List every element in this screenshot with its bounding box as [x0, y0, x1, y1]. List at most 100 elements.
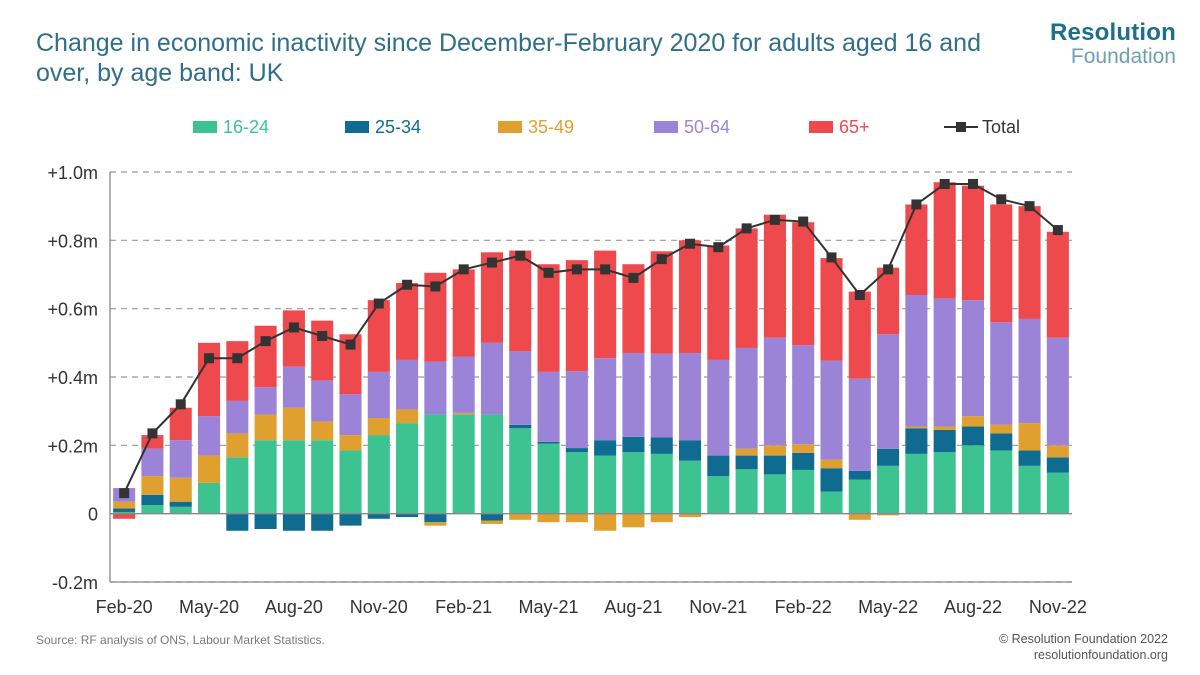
bar-segment-16-24 — [565, 452, 588, 514]
legend-item-50-64: 50-64 — [654, 113, 730, 141]
bar-segment-65plus — [226, 341, 249, 401]
total-marker — [656, 254, 667, 265]
bar-segment-35-49 — [339, 435, 362, 451]
bar-segment-65plus — [311, 320, 334, 381]
bar-segment-35-49 — [169, 477, 192, 502]
bar-segment-65plus — [396, 283, 419, 360]
total-marker — [798, 216, 809, 227]
chart-title: Change in economic inactivity since Dece… — [36, 29, 981, 87]
total-marker — [175, 399, 186, 410]
x-tick-label: Nov-20 — [350, 597, 408, 617]
bar-segment-16-24 — [113, 511, 136, 514]
bar-segment-65plus — [707, 245, 730, 360]
bar-segment-50-64 — [707, 359, 730, 456]
bar-segment-25-34 — [707, 455, 730, 477]
bar-segment-65plus — [792, 222, 815, 346]
copyright-block: © Resolution Foundation 2022 resolutionf… — [999, 631, 1168, 663]
total-marker — [147, 428, 158, 439]
bar-segment-65plus — [678, 240, 702, 354]
bar-segment-25-34 — [1018, 450, 1041, 466]
total-marker — [458, 264, 469, 275]
bar-segment-25-34 — [254, 513, 277, 530]
bar-segment-65plus — [1046, 231, 1069, 338]
bar-segment-35-49 — [1018, 423, 1041, 451]
bar-segment-16-24 — [396, 423, 419, 514]
total-marker — [486, 257, 497, 268]
bar-segment-65plus — [452, 269, 475, 357]
total-marker — [1052, 225, 1063, 236]
bar-segment-50-64 — [1046, 337, 1069, 446]
x-tick-label: Feb-21 — [435, 597, 492, 617]
bar-segment-65plus — [282, 310, 305, 367]
total-marker — [232, 353, 243, 364]
bar-segment-65plus — [961, 185, 985, 301]
total-marker — [628, 272, 639, 283]
total-marker — [826, 252, 837, 263]
bar-segment-35-49 — [990, 424, 1013, 434]
bar-segment-16-24 — [678, 460, 702, 514]
bar-segment-35-49 — [1046, 445, 1069, 458]
bar-segment-50-64 — [848, 378, 871, 471]
bar-segment-35-49 — [226, 433, 249, 458]
bar-segment-25-34 — [763, 455, 786, 475]
bar-segment-50-64 — [622, 353, 645, 437]
bar-segment-25-34 — [961, 426, 985, 446]
bar-segment-16-24 — [622, 452, 645, 514]
bar-segment-16-24 — [282, 440, 305, 514]
bar-segment-50-64 — [905, 295, 928, 427]
bar-segment-16-24 — [509, 428, 532, 514]
bar-segment-65plus — [594, 250, 617, 359]
bar-segment-35-49 — [509, 513, 532, 520]
total-marker — [571, 264, 582, 275]
legend-label-total: Total — [982, 116, 1021, 137]
legend-item-65plus: 65+ — [809, 113, 870, 141]
bar-segment-35-49 — [424, 522, 447, 526]
bar-segment-65plus — [735, 228, 758, 348]
bar-segment-25-34 — [169, 501, 192, 507]
bar-segment-50-64 — [537, 371, 560, 442]
bar-segment-50-64 — [933, 298, 956, 427]
bar-segment-25-34 — [622, 436, 645, 453]
legend-item-total: Total — [944, 113, 1020, 141]
total-marker — [911, 199, 922, 210]
legend-swatch-50-64 — [654, 121, 678, 133]
bar-segment-35-49 — [820, 459, 843, 469]
bar-segment-16-24 — [226, 457, 249, 514]
total-marker — [543, 267, 554, 278]
bar-segment-50-64 — [311, 380, 334, 422]
x-tick-label: Aug-20 — [265, 597, 323, 617]
bar-segment-16-24 — [141, 505, 164, 514]
bar-segment-50-64 — [480, 342, 504, 415]
bar-segment-65plus — [509, 250, 532, 352]
bar-segment-50-64 — [452, 356, 475, 413]
bar-segment-50-64 — [820, 360, 843, 460]
total-marker — [317, 331, 328, 341]
legend-swatch-65plus — [809, 121, 833, 133]
bar-segment-25-34 — [396, 513, 419, 518]
bar-segment-35-49 — [735, 448, 758, 456]
bar-segment-50-64 — [565, 371, 588, 449]
total-marker — [430, 281, 441, 292]
bar-segment-25-34 — [933, 429, 956, 453]
total-marker — [967, 178, 978, 189]
bar-segment-35-49 — [961, 416, 985, 427]
bar-segment-25-34 — [565, 448, 588, 453]
bar-segment-25-34 — [226, 513, 249, 531]
bar-segment-25-34 — [424, 513, 447, 523]
bar-segment-50-64 — [650, 353, 673, 438]
bar-segment-65plus — [763, 214, 786, 338]
bar-segment-25-34 — [905, 428, 928, 454]
bar-segment-16-24 — [961, 445, 985, 514]
bar-segment-16-24 — [905, 453, 928, 514]
website-line: resolutionfoundation.org — [1033, 648, 1168, 662]
bar-segment-16-24 — [990, 450, 1013, 514]
bar-segment-25-34 — [1046, 457, 1069, 473]
bar-segment-35-49 — [933, 426, 956, 430]
bar-segment-16-24 — [480, 414, 504, 514]
bar-segment-25-34 — [792, 452, 815, 470]
bar-segment-65plus — [197, 342, 221, 417]
bar-segment-25-34 — [141, 494, 164, 506]
bar-segment-50-64 — [594, 358, 617, 441]
legend-line-total — [944, 121, 978, 133]
